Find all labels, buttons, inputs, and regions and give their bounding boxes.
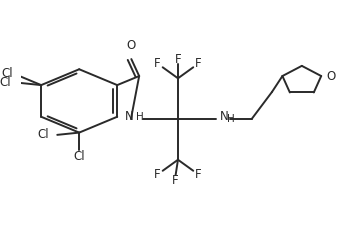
Text: O: O bbox=[127, 39, 136, 52]
Text: O: O bbox=[326, 70, 335, 82]
Text: F: F bbox=[154, 57, 161, 70]
Text: F: F bbox=[175, 53, 181, 65]
Text: F: F bbox=[195, 168, 202, 181]
Text: H: H bbox=[227, 114, 235, 124]
Text: F: F bbox=[154, 168, 161, 181]
Text: Cl: Cl bbox=[0, 76, 11, 89]
Text: Cl: Cl bbox=[38, 128, 49, 141]
Text: F: F bbox=[171, 174, 178, 187]
Text: F: F bbox=[195, 57, 202, 70]
Text: N: N bbox=[220, 110, 229, 123]
Text: H: H bbox=[136, 112, 143, 122]
Text: Cl: Cl bbox=[73, 150, 85, 163]
Text: Cl: Cl bbox=[1, 67, 13, 80]
Text: N: N bbox=[124, 110, 133, 123]
